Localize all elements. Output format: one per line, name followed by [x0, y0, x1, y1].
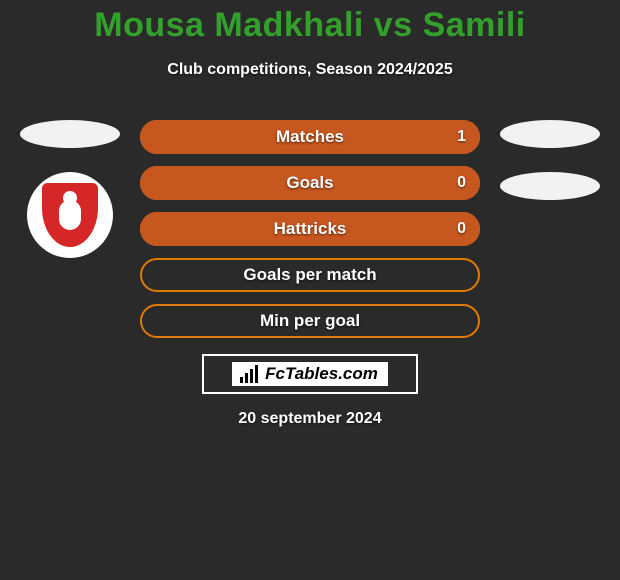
- footer-brand-text: FcTables.com: [263, 364, 380, 384]
- bar-label: Hattricks: [140, 212, 480, 246]
- stat-bars: Matches1Goals0Hattricks0Goals per matchM…: [140, 120, 480, 350]
- bar-label: Goals: [140, 166, 480, 200]
- bar-label: Matches: [140, 120, 480, 154]
- right-player-column: [500, 120, 600, 224]
- left-club-badge: [27, 172, 113, 258]
- right-player-name-placeholder: [500, 120, 600, 148]
- stat-row: Hattricks0: [140, 212, 480, 246]
- left-player-name-placeholder: [20, 120, 120, 148]
- left-player-column: [20, 120, 120, 258]
- subtitle: Club competitions, Season 2024/2025: [0, 61, 620, 79]
- bar-value: 0: [457, 166, 466, 200]
- right-club-placeholder: [500, 172, 600, 200]
- stat-row: Goals per match: [140, 258, 480, 292]
- stat-row: Goals0: [140, 166, 480, 200]
- bar-label: Min per goal: [140, 304, 480, 338]
- page-title: Mousa Madkhali vs Samili: [0, 0, 620, 45]
- stat-row: Matches1: [140, 120, 480, 154]
- bars-icon: [240, 365, 258, 383]
- bar-value: 1: [457, 120, 466, 154]
- stat-row: Min per goal: [140, 304, 480, 338]
- footer-brand-box: FcTables.com: [202, 354, 418, 394]
- shield-icon: [42, 183, 98, 247]
- bar-value: 0: [457, 212, 466, 246]
- date-text: 20 september 2024: [0, 410, 620, 428]
- bar-label: Goals per match: [140, 258, 480, 292]
